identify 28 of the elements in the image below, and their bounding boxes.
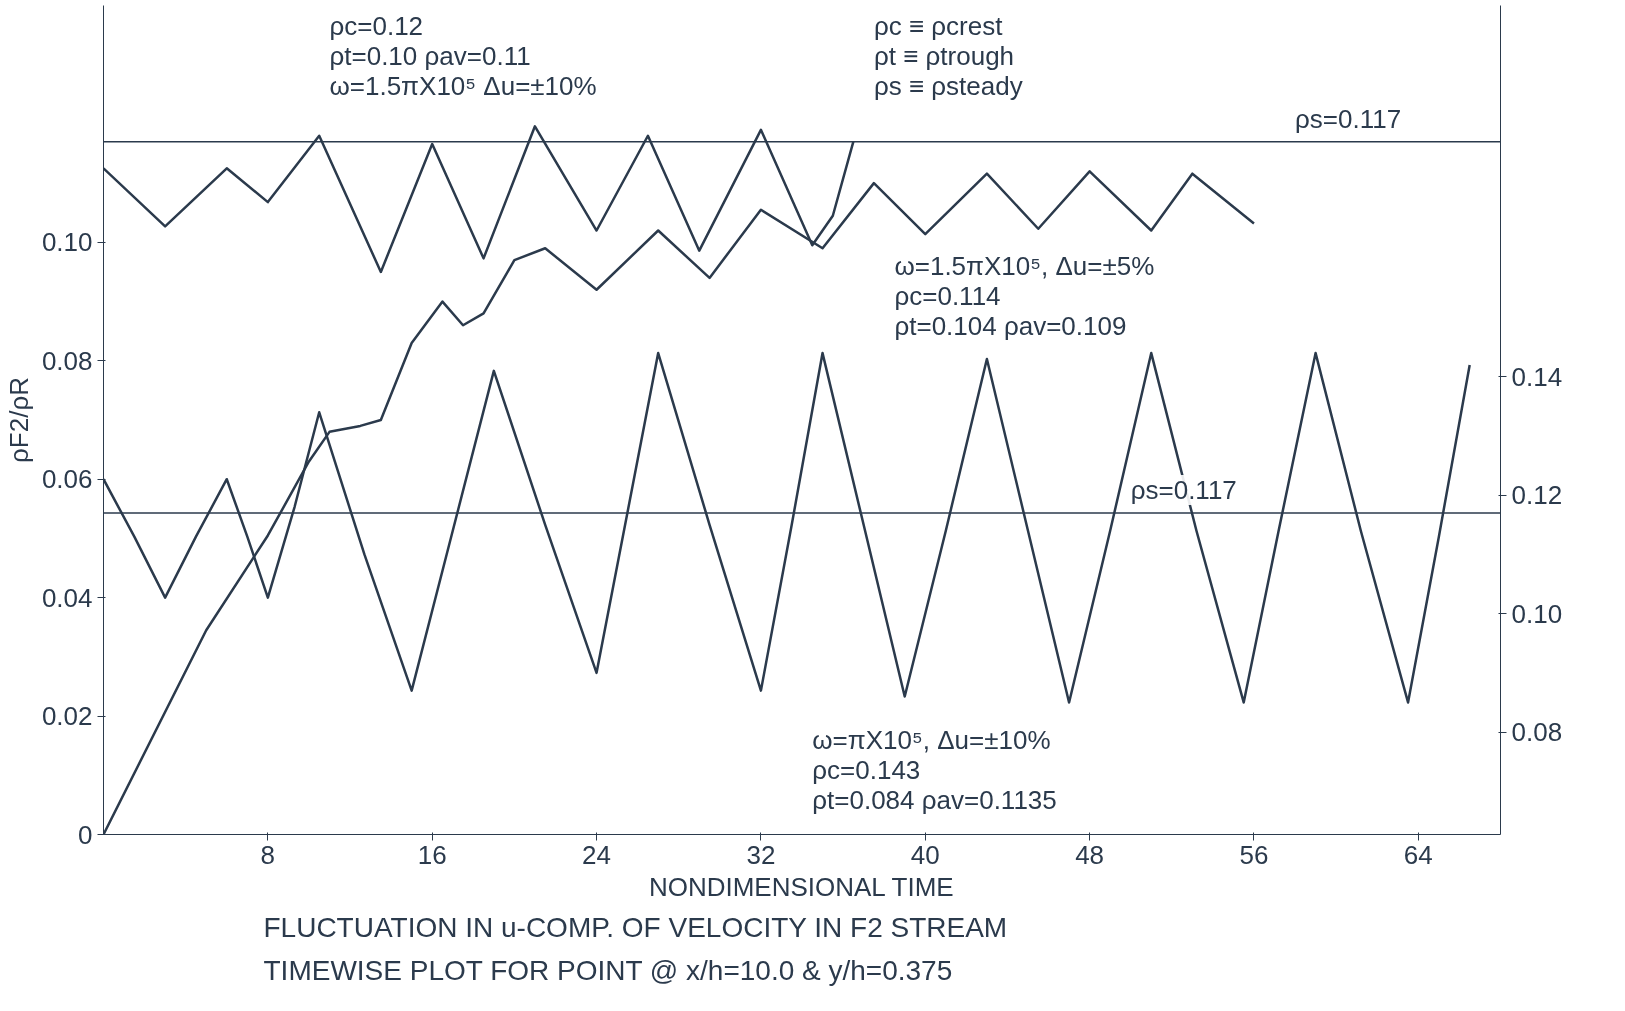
y-tick-label: 0	[78, 819, 93, 850]
x-tick-label: 16	[417, 839, 447, 870]
x-tick-label: 48	[1075, 839, 1105, 870]
text: FLUCTUATION IN u-COMP. OF VELOCITY IN F2 STREAM	[263, 911, 1008, 943]
annotation: ρc ≡ ρcrest ρt ≡ ρtrough ρs ≡ ρsteady	[873, 11, 1023, 102]
y2-tick-label: 0.14	[1511, 361, 1563, 392]
ref-line-label: ρs=0.117	[1130, 474, 1237, 505]
y-tick-label: 0.06	[41, 464, 93, 495]
text: TIMEWISE PLOT FOR POINT @ x/h=10.0 & y/h=0.375	[263, 954, 953, 986]
annotation: ω=1.5πX10⁵, Δu=±5% ρc=0.114 ρt=0.104 ρav=0.109	[894, 251, 1155, 342]
annotation: ω=πX10⁵, Δu=±10% ρc=0.143 ρt=0.084 ρav=0.1135	[812, 724, 1057, 815]
x-tick-label: 64	[1403, 839, 1433, 870]
y-tick-label: 0.08	[41, 345, 93, 376]
x-tick-label: 56	[1239, 839, 1269, 870]
y-tick-label: 0.10	[41, 227, 93, 258]
x-tick-label: 8	[260, 839, 276, 870]
annotation: ρc=0.12 ρt=0.10 ρav=0.11 ω=1.5πX10⁵ Δu=±10%	[329, 11, 597, 102]
x-tick-label: 40	[910, 839, 940, 870]
x-tick-label: 32	[746, 839, 776, 870]
y2-tick-label: 0.10	[1511, 598, 1563, 629]
x-axis-title: NONDIMENSIONAL TIME	[648, 871, 954, 902]
y-axis-title: ρF2/ρR	[3, 377, 34, 463]
y-tick-label: 0.02	[41, 701, 93, 732]
y-tick-label: 0.04	[41, 582, 93, 613]
ref-line-label: ρs=0.117	[1295, 103, 1402, 134]
x-tick-label: 24	[582, 839, 612, 870]
y2-tick-label: 0.12	[1511, 480, 1563, 511]
y2-tick-label: 0.08	[1511, 717, 1563, 748]
